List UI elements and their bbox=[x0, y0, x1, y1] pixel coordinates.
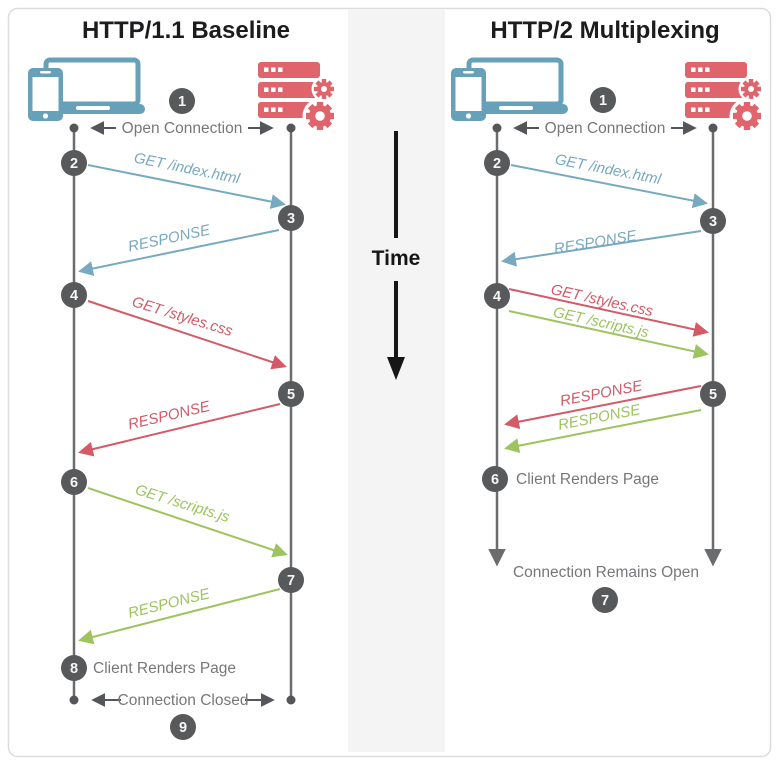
step-number: 6 bbox=[491, 472, 499, 488]
step-badge-8: 8 bbox=[61, 655, 87, 681]
client-devices-icon bbox=[451, 60, 568, 121]
step-badge-5: 5 bbox=[700, 381, 726, 407]
outer-frame bbox=[7, 7, 772, 758]
right-panel-title: HTTP/2 Multiplexing bbox=[490, 17, 719, 44]
step-number: 5 bbox=[709, 387, 717, 403]
time-arrowhead bbox=[387, 357, 405, 380]
arrow-get-styles bbox=[508, 288, 709, 337]
step-badge-6: 6 bbox=[482, 466, 508, 492]
arrow-get-styles bbox=[87, 300, 287, 370]
step-number: 1 bbox=[599, 93, 607, 109]
step-number: 7 bbox=[601, 593, 609, 609]
connection-dot bbox=[286, 695, 296, 705]
arrow-response-styles bbox=[504, 385, 702, 430]
client-renders-label: Client Renders Page bbox=[516, 471, 659, 488]
client-devices-icon bbox=[28, 60, 145, 121]
step-number: 6 bbox=[70, 475, 78, 491]
step-number: 9 bbox=[179, 720, 187, 736]
label-get-index: GET /index.html bbox=[133, 150, 242, 188]
step-badge-3: 3 bbox=[278, 205, 304, 231]
arrow-response-scripts bbox=[504, 409, 702, 454]
left-panel-title: HTTP/1.1 Baseline bbox=[82, 17, 290, 44]
label-response-styles: RESPONSE bbox=[126, 398, 212, 434]
step-number: 2 bbox=[493, 156, 501, 172]
arrow-get-scripts bbox=[87, 487, 288, 558]
time-label: Time bbox=[372, 247, 421, 270]
label-response-index: RESPONSE bbox=[127, 221, 213, 255]
connection-dot bbox=[492, 123, 502, 133]
step-number: 3 bbox=[287, 211, 295, 227]
arrow-get-scripts bbox=[508, 310, 709, 359]
step-badge-7: 7 bbox=[278, 567, 304, 593]
client-renders-label: Client Renders Page bbox=[93, 660, 236, 677]
step-badge-2: 2 bbox=[61, 150, 87, 176]
arrow-response-index bbox=[78, 229, 280, 276]
connection-dot bbox=[69, 695, 79, 705]
step-number: 7 bbox=[287, 573, 295, 589]
step-badge-2: 2 bbox=[484, 150, 510, 176]
step-number: 5 bbox=[287, 387, 295, 403]
step-badge-1: 1 bbox=[169, 88, 195, 114]
step-number: 4 bbox=[70, 288, 78, 304]
step-badge-5: 5 bbox=[278, 381, 304, 407]
step-badge-4: 4 bbox=[484, 283, 510, 309]
step-badge-4: 4 bbox=[61, 282, 87, 308]
step-number: 8 bbox=[70, 661, 78, 677]
step-number: 2 bbox=[70, 156, 78, 172]
server-icon bbox=[258, 62, 338, 134]
arrow-response-index bbox=[501, 230, 702, 267]
connection-dot bbox=[286, 123, 296, 133]
arrow-response-styles bbox=[78, 403, 281, 457]
open-connection-label: Open Connection bbox=[545, 120, 666, 137]
step-badge-6: 6 bbox=[61, 469, 87, 495]
connection-dot bbox=[708, 123, 718, 133]
connection-remains-open-label: Connection Remains Open bbox=[513, 564, 699, 581]
step-badge-9: 9 bbox=[170, 714, 196, 740]
open-connection-label: Open Connection bbox=[122, 120, 243, 137]
arrow-get-index bbox=[510, 164, 708, 209]
connection-closed-label: Connection Closed bbox=[118, 692, 249, 709]
step-badge-3: 3 bbox=[700, 208, 726, 234]
arrow-response-scripts bbox=[78, 588, 281, 645]
step-number: 3 bbox=[709, 214, 717, 230]
label-response-index: RESPONSE bbox=[553, 227, 639, 258]
time-strip bbox=[348, 10, 445, 752]
connection-dot bbox=[69, 123, 79, 133]
step-number: 4 bbox=[493, 289, 501, 305]
server-icon bbox=[685, 62, 765, 134]
arrow-get-index bbox=[87, 164, 286, 210]
step-badge-7: 7 bbox=[592, 587, 618, 613]
step-badge-1: 1 bbox=[590, 87, 616, 113]
label-get-index: GET /index.html bbox=[553, 151, 662, 188]
step-number: 1 bbox=[178, 94, 186, 110]
